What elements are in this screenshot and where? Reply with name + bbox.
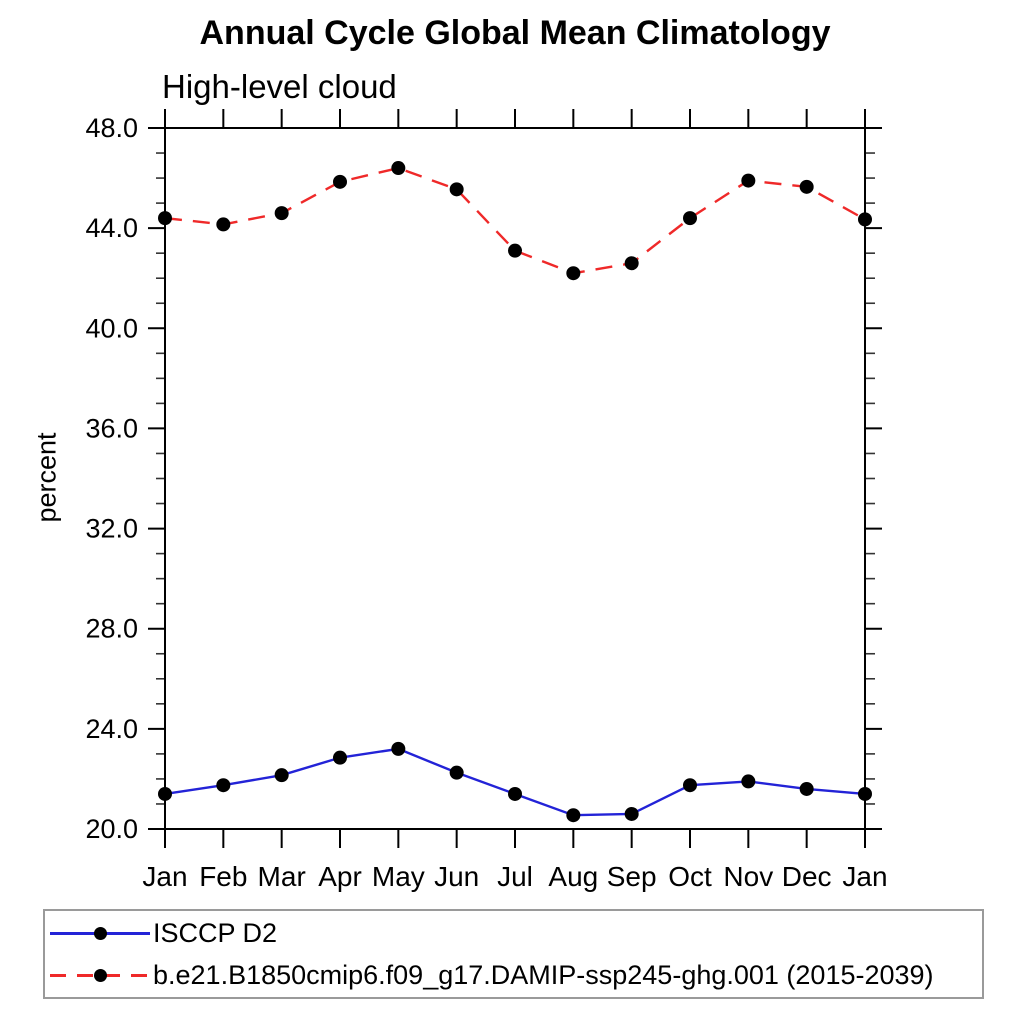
data-point bbox=[333, 750, 347, 765]
data-point bbox=[158, 211, 172, 226]
data-point bbox=[799, 179, 814, 194]
data-point bbox=[566, 266, 581, 281]
data-point bbox=[274, 768, 289, 783]
x-axis-tick-label: Mar bbox=[258, 861, 306, 892]
chart-title: Annual Cycle Global Mean Climatology bbox=[199, 14, 831, 52]
y-axis-tick-label: 24.0 bbox=[85, 714, 138, 744]
y-axis-tick-label: 20.0 bbox=[85, 814, 138, 844]
series-line-0 bbox=[164, 747, 866, 817]
x-axis-tick-label: Jan bbox=[142, 861, 187, 892]
x-axis-tick-label: Sep bbox=[607, 861, 657, 892]
data-point bbox=[449, 182, 464, 197]
y-axis-tick-label: 28.0 bbox=[85, 614, 138, 644]
x-axis-tick-label: Apr bbox=[318, 861, 362, 892]
y-axis-tick-label: 40.0 bbox=[85, 313, 138, 343]
legend-swatch-dashed bbox=[50, 968, 150, 983]
y-axis-tick-label: 48.0 bbox=[85, 113, 138, 143]
data-point bbox=[216, 217, 231, 232]
x-axis-tick-label: Jan bbox=[842, 861, 887, 892]
data-point bbox=[391, 741, 406, 756]
x-axis-tick-label: Jul bbox=[497, 861, 533, 892]
data-point bbox=[216, 778, 231, 793]
data-point bbox=[508, 786, 522, 801]
legend-swatch-solid bbox=[50, 926, 150, 941]
legend-label: b.e21.B1850cmip6.f09_g17.DAMIP-ssp245-gh… bbox=[153, 959, 934, 990]
data-point bbox=[741, 774, 756, 789]
data-point bbox=[624, 806, 639, 821]
axis-frame bbox=[164, 127, 866, 830]
x-axis-tick-label: Nov bbox=[723, 861, 773, 892]
data-point bbox=[449, 765, 464, 780]
y-axis-tick-label: 32.0 bbox=[85, 514, 138, 544]
data-point bbox=[624, 256, 639, 271]
data-point bbox=[566, 808, 581, 823]
x-axis-tick-label: May bbox=[372, 861, 425, 892]
legend-item: ISCCP D2 bbox=[50, 913, 982, 953]
data-point bbox=[508, 243, 522, 258]
x-axis-tick-label: Jun bbox=[434, 861, 479, 892]
legend-label: ISCCP D2 bbox=[153, 917, 278, 948]
x-axis-tick-label: Feb bbox=[199, 861, 247, 892]
data-point bbox=[333, 174, 347, 189]
data-point bbox=[274, 206, 289, 221]
data-point bbox=[683, 778, 697, 793]
data-point bbox=[741, 173, 756, 188]
legend-marker-icon bbox=[93, 968, 107, 982]
x-axis-tick-label: Oct bbox=[668, 861, 712, 892]
y-axis-tick-label: 44.0 bbox=[85, 213, 138, 243]
data-point bbox=[858, 212, 872, 227]
data-point bbox=[158, 786, 172, 801]
data-point bbox=[391, 161, 406, 176]
chart-subtitle: High-level cloud bbox=[162, 68, 397, 105]
x-axis-tick-label: Dec bbox=[782, 861, 832, 892]
legend-marker-icon bbox=[93, 926, 107, 940]
y-axis-tick-label: 36.0 bbox=[85, 413, 138, 443]
legend: ISCCP D2 b.e21.B1850cmip6.f09_g17.DAMIP-… bbox=[43, 909, 984, 999]
data-point bbox=[858, 786, 872, 801]
data-point bbox=[683, 211, 697, 226]
data-point bbox=[799, 781, 814, 796]
x-axis-tick-label: Aug bbox=[548, 861, 598, 892]
legend-item: b.e21.B1850cmip6.f09_g17.DAMIP-ssp245-gh… bbox=[50, 955, 982, 995]
